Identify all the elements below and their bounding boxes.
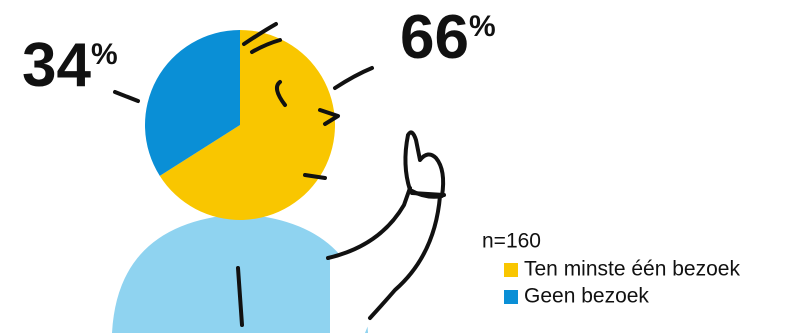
- speech-line: [333, 66, 374, 90]
- value-label: 34%: [22, 31, 118, 100]
- mouth: [303, 173, 327, 180]
- nose: [318, 108, 340, 126]
- hand: [403, 130, 446, 199]
- value-label: 66%: [400, 3, 496, 72]
- legend-label: Ten minste één bezoek: [524, 258, 740, 281]
- legend-swatch: [504, 263, 518, 277]
- pie-slice: [145, 30, 240, 176]
- sample-size: n=160: [482, 230, 541, 253]
- pie-slice: [159, 30, 335, 220]
- pie-group: [145, 30, 335, 220]
- body-line: [236, 266, 244, 327]
- arm: [330, 190, 440, 333]
- cuff: [410, 191, 446, 197]
- arm-line: [326, 186, 412, 260]
- legend-label: Geen bezoek: [524, 285, 649, 308]
- arm-line: [368, 194, 442, 320]
- speech-line: [113, 90, 140, 103]
- hair: [242, 22, 282, 54]
- eye: [274, 80, 287, 107]
- legend-swatch: [504, 290, 518, 304]
